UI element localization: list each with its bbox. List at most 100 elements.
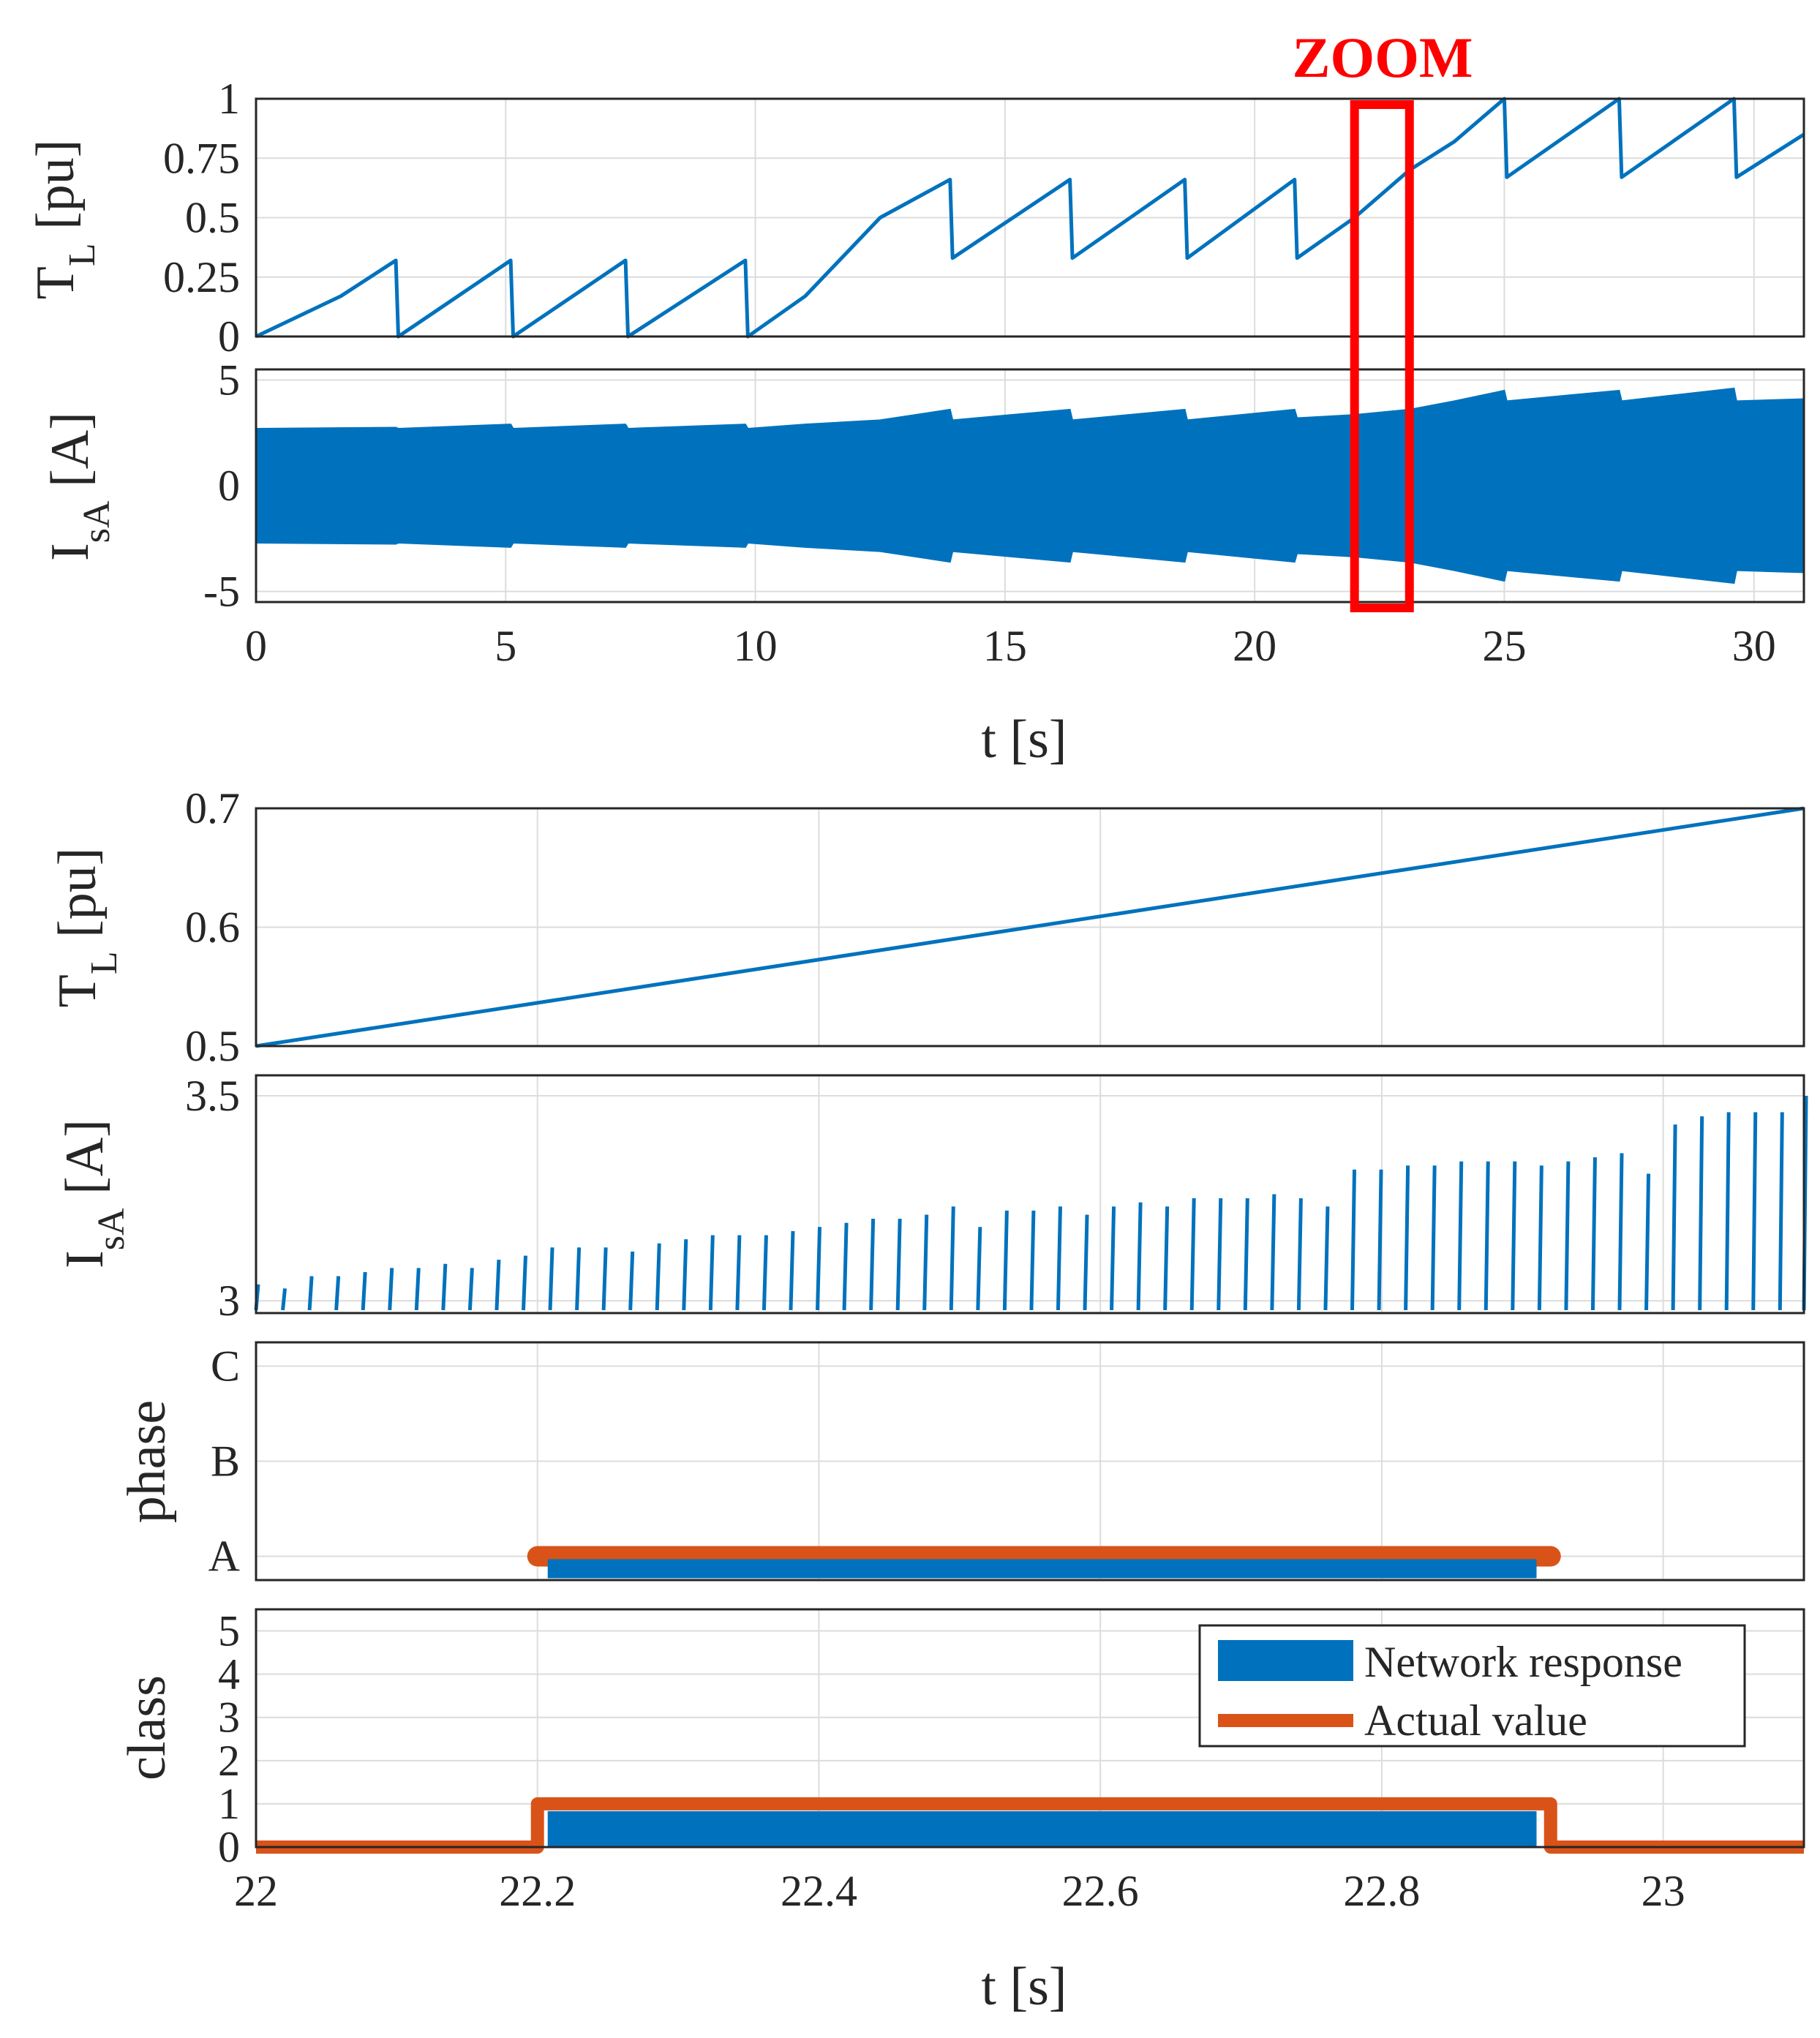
isa-peak-mark — [1617, 1153, 1624, 1311]
isa-peak-mark — [1296, 1198, 1303, 1311]
isa-peak-mark — [307, 1276, 314, 1311]
isa-peak-mark — [735, 1235, 742, 1311]
x-tick-label: 22.4 — [781, 1867, 857, 1915]
y-tick-label: 3.5 — [185, 1072, 240, 1120]
y-tick-label: B — [211, 1437, 240, 1486]
y-tick-label: 5 — [218, 1607, 240, 1655]
isa-peak-mark — [655, 1243, 661, 1311]
isa-peak-mark — [949, 1206, 955, 1311]
isa-peak-mark — [1404, 1165, 1410, 1311]
isa-peak-mark — [1217, 1198, 1223, 1311]
isa-peak-mark — [1110, 1206, 1116, 1311]
isa-peak-mark — [1323, 1206, 1330, 1311]
axes-frame — [255, 1074, 1805, 1315]
isa-peak-mark — [1590, 1157, 1597, 1311]
y-axis-label: TL [pu] — [26, 140, 103, 300]
y-tick-label: C — [211, 1342, 240, 1391]
series-line-tl — [255, 97, 1805, 339]
isa-peak-mark — [414, 1268, 421, 1311]
y-axis-label: TL [pu] — [48, 848, 125, 1008]
isa-peak-mark — [334, 1276, 341, 1311]
isa-peak-mark — [708, 1235, 715, 1311]
y-tick-label: 1 — [218, 1780, 240, 1828]
legend-label-actual-value: Actual value — [1364, 1696, 1587, 1745]
isa-peak-mark — [1243, 1198, 1249, 1311]
x-axis-label: t [s] — [981, 710, 1067, 770]
legend: Network response Actual value — [1198, 1624, 1746, 1748]
class-network-response — [547, 1810, 1537, 1847]
y-tick-label: 0 — [218, 1823, 240, 1871]
isa-peak-mark — [1189, 1198, 1196, 1311]
phase-network-response — [547, 1559, 1537, 1579]
isa-peak-mark — [1511, 1161, 1517, 1311]
isa-peak-mark — [842, 1222, 849, 1311]
series-line-tl — [255, 806, 1805, 1048]
isa-peak-mark — [1029, 1210, 1036, 1311]
x-tick-label: 23 — [1642, 1867, 1685, 1915]
zoom-indicator: ZOOM — [1293, 26, 1473, 612]
isa-peak-mark — [1430, 1165, 1437, 1311]
series-envelope-isa — [255, 387, 1805, 584]
y-tick-label: 0.75 — [163, 134, 240, 182]
y-tick-label: 0 — [218, 312, 240, 361]
y-tick-label: 0.7 — [185, 784, 240, 832]
axes-frame — [255, 368, 1805, 603]
axes-frame — [255, 97, 1805, 338]
y-tick-label: 0.25 — [163, 253, 240, 301]
isa-peak-mark — [441, 1263, 448, 1311]
isa-peak-mark — [1671, 1124, 1677, 1311]
x-tick-label: 10 — [734, 622, 778, 670]
isa-peak-mark — [575, 1247, 582, 1311]
isa-peak-mark — [281, 1288, 287, 1311]
isa-peak-mark — [1564, 1161, 1571, 1311]
isa-peak-mark — [816, 1227, 822, 1311]
isa-peak-mark — [1724, 1112, 1731, 1311]
y-tick-label: 1 — [218, 75, 240, 123]
y-tick-label: -5 — [203, 568, 240, 616]
isa-peak-mark — [762, 1235, 768, 1311]
y-tick-label: 0.5 — [185, 1022, 240, 1070]
isa-peak-mark — [1751, 1112, 1758, 1311]
isa-peak-mark — [1083, 1214, 1089, 1311]
isa-peak-mark — [495, 1260, 501, 1311]
isa-peak-mark — [1056, 1206, 1062, 1311]
x-tick-label: 25 — [1482, 622, 1526, 670]
isa-peak-mark — [1698, 1116, 1704, 1311]
isa-peak-mark — [1270, 1194, 1276, 1311]
panel-isa-zoom: 3 3.5 IsA [A] — [55, 1072, 1808, 1325]
panel-tl-zoom: 0.5 0.6 0.7 TL [pu] — [48, 784, 1805, 1070]
y-tick-label: 2 — [218, 1737, 240, 1785]
panel-tl-full: 0 0.25 0.5 0.75 1 TL [pu] — [26, 75, 1805, 361]
y-axis-label: phase — [117, 1400, 177, 1524]
isa-peak-mark — [789, 1230, 795, 1311]
y-tick-label: 3 — [218, 1276, 240, 1325]
y-tick-label: 0.6 — [185, 903, 240, 952]
isa-peak-mark — [388, 1268, 394, 1311]
y-axis-label: IsA [A] — [40, 412, 118, 561]
legend-swatch-network-response — [1218, 1640, 1353, 1681]
y-tick-label: 3 — [218, 1693, 240, 1742]
isa-peak-mark — [682, 1239, 688, 1311]
isa-peak-mark — [1350, 1169, 1357, 1311]
isa-peak-mark — [1377, 1169, 1383, 1311]
x-axis-label: t [s] — [981, 1957, 1067, 2017]
x-tick-label: 22.2 — [499, 1867, 576, 1915]
x-tick-label: 22.8 — [1343, 1867, 1420, 1915]
isa-peak-mark — [361, 1271, 367, 1311]
axes-frame — [255, 1341, 1805, 1582]
panel-phase-zoom: ABC phase — [117, 1341, 1805, 1582]
legend-label-network-response: Network response — [1364, 1638, 1682, 1686]
isa-peak-mark — [869, 1219, 876, 1311]
isa-peak-mark — [628, 1251, 635, 1311]
isa-peak-mark — [976, 1227, 982, 1311]
isa-peak-mark — [521, 1255, 527, 1311]
isa-peak-mark — [1537, 1165, 1543, 1311]
x-tick-label: 20 — [1233, 622, 1276, 670]
isa-peak-mark — [922, 1214, 929, 1311]
x-tick-label: 30 — [1732, 622, 1776, 670]
isa-peak-mark — [548, 1247, 554, 1311]
isa-peak-mark — [1136, 1202, 1143, 1311]
zoom-box — [1350, 100, 1414, 612]
x-tick-label: 15 — [983, 622, 1027, 670]
